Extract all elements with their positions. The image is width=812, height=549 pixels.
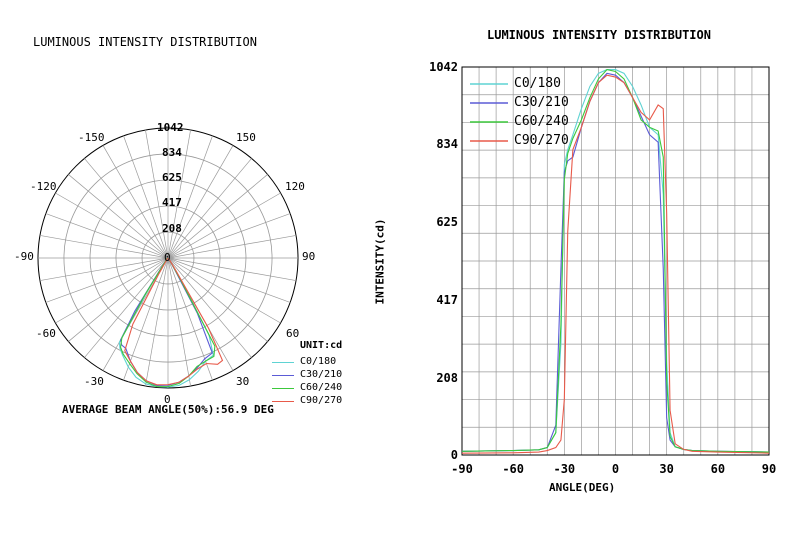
polar-spoke [55, 257, 169, 324]
x-tick-label: 0 [611, 462, 620, 476]
polar-spoke [84, 158, 169, 259]
polar-spoke [167, 192, 281, 259]
beam-angle-annotation: AVERAGE BEAM ANGLE(50%):56.9 DEG [62, 403, 274, 416]
polar-legend-swatch [272, 401, 294, 402]
polar-spoke [39, 235, 169, 259]
polar-angle-label: 60 [286, 327, 300, 340]
plot-frame [461, 66, 770, 456]
y-tick-label: 208 [436, 370, 458, 385]
polar-legend-label: C60/240 [300, 382, 343, 393]
polar-series-C90-270 [124, 257, 224, 386]
polar-angle-label: -150 [78, 131, 105, 144]
y-tick-label: 834 [436, 137, 458, 152]
polar-spoke [55, 192, 169, 259]
polar-legend-label: C90/270 [300, 395, 343, 406]
polar-legend-swatch [272, 388, 294, 389]
legend-label: C0/180 [514, 76, 561, 91]
x-tick-label: 30 [659, 462, 674, 476]
x-tick-label: -90 [451, 462, 473, 476]
polar-spoke [167, 257, 281, 324]
x-axis-label: ANGLE(DEG) [549, 481, 616, 494]
polar-unit-label: UNIT:cd [300, 340, 343, 351]
polar-radial-tick: 417 [162, 196, 182, 209]
polar-angle-label: -30 [84, 375, 104, 388]
polar-radial-tick: 834 [162, 146, 182, 159]
polar-spoke [84, 257, 169, 358]
polar-angle-label: 0 [164, 393, 171, 406]
polar-spoke [145, 129, 169, 259]
polar-angle-label: -120 [30, 180, 57, 193]
polar-angle-label: 120 [285, 180, 305, 193]
polar-angle-label: 150 [236, 131, 256, 144]
legend-label: C60/240 [514, 114, 569, 129]
x-tick-label: 90 [761, 462, 777, 476]
polar-spoke [167, 257, 213, 381]
polar-spoke [145, 257, 169, 387]
polar-spoke [68, 174, 169, 259]
polar-spoke [45, 257, 169, 303]
y-tick-label: 1042 [429, 60, 458, 74]
polar-grid [37, 127, 299, 389]
polar-spoke [68, 257, 169, 342]
polar-radial-tick: 625 [162, 171, 182, 184]
polar-spoke [167, 257, 297, 281]
polar-angle-label: 90 [302, 250, 316, 263]
polar-spoke [167, 145, 234, 259]
polar-spoke [167, 257, 291, 303]
polar-spoke [167, 235, 297, 259]
cartesian-grid [461, 66, 770, 456]
cartesian-title: LUMINOUS INTENSITY DISTRIBUTION [487, 28, 711, 42]
x-tick-label: -30 [553, 462, 576, 476]
polar-spoke [167, 257, 268, 342]
polar-title: LUMINOUS INTENSITY DISTRIBUTION [33, 35, 257, 49]
legend-label: C90/270 [514, 133, 569, 148]
polar-angle-label: -90 [14, 250, 34, 263]
x-tick-label: 60 [710, 462, 726, 476]
cartesian-series [461, 69, 770, 454]
polar-spoke [123, 257, 169, 381]
polar-spoke [167, 213, 291, 259]
polar-spoke [167, 129, 191, 259]
polar-spoke [167, 158, 252, 259]
line-series-C60-240 [461, 69, 770, 453]
polar-spoke [123, 135, 169, 259]
x-tick-label: -60 [502, 462, 524, 476]
polar-legend-swatch [272, 375, 294, 376]
polar-radial-tick: 1042 [157, 121, 184, 134]
polar-angle-label: 0 [164, 251, 171, 264]
polar-spoke [167, 257, 191, 387]
y-tick-label: 625 [436, 215, 458, 230]
y-axis-label: INTENSITY(cd) [373, 218, 387, 305]
y-tick-label: 0 [450, 448, 458, 462]
polar-legend-label: C0/180 [300, 356, 337, 367]
legend-label: C30/210 [514, 95, 569, 110]
polar-radial-tick: 208 [162, 222, 182, 235]
polar-legend-label: C30/210 [300, 369, 343, 380]
y-tick-label: 417 [436, 292, 458, 307]
polar-spoke [45, 213, 169, 259]
polar-legend-swatch [272, 362, 294, 363]
polar-spoke [102, 145, 169, 259]
polar-series [118, 257, 224, 388]
line-series-C90-270 [461, 74, 770, 454]
polar-angle-label: 30 [236, 375, 250, 388]
cartesian-legend [470, 83, 508, 142]
polar-spoke [167, 257, 252, 358]
polar-spoke [39, 257, 169, 281]
polar-angle-label: -60 [36, 327, 56, 340]
polar-spoke [167, 174, 268, 259]
polar-spoke [167, 135, 213, 259]
